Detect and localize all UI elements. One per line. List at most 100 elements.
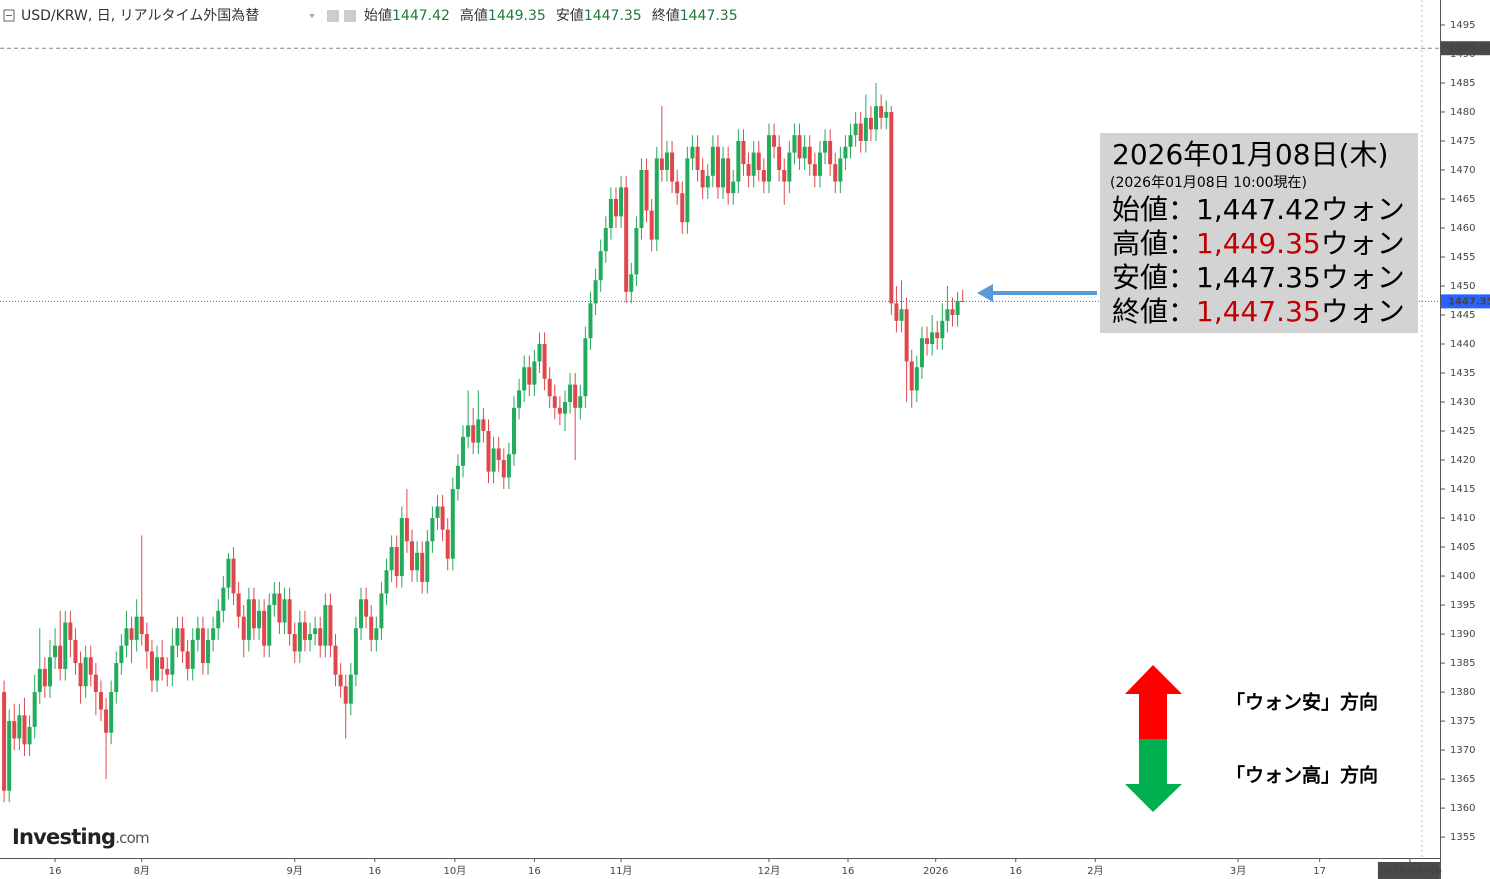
- candle-body: [960, 300, 965, 302]
- ohlc-value: 1447.35: [584, 8, 642, 24]
- info-background: [1100, 133, 1418, 333]
- candle-body: [369, 616, 374, 640]
- arrow-head: [977, 284, 993, 302]
- candle-body: [629, 274, 634, 292]
- info-unit: ウォン: [1321, 261, 1405, 294]
- candle-body: [262, 610, 267, 646]
- candle-body: [348, 674, 353, 704]
- x-tick-label: 11月: [610, 865, 633, 877]
- candle-body: [272, 593, 277, 606]
- candle-body: [63, 622, 68, 669]
- candle-body: [583, 338, 588, 397]
- candle-body: [940, 320, 945, 339]
- candle-body: [506, 454, 511, 478]
- candle-body: [246, 599, 251, 640]
- candle-body: [399, 518, 404, 577]
- candle-body: [639, 169, 644, 228]
- candle-body: [415, 552, 420, 571]
- candle-body: [955, 300, 960, 316]
- candle-body: [736, 140, 741, 182]
- candle-body: [440, 506, 445, 530]
- candle-body: [129, 628, 134, 640]
- candle-body: [517, 390, 522, 408]
- candle-body: [109, 692, 114, 733]
- candle-body: [410, 541, 415, 571]
- ticks: 1355 1360 1365 1370 1375 1380 1385 1390 1395 1400…: [0, 20, 1490, 879]
- candle-body: [241, 616, 246, 640]
- candle-body: [670, 152, 675, 182]
- candle-body: [471, 425, 476, 443]
- candle-body: [863, 117, 868, 141]
- candle-body: [868, 117, 873, 130]
- ohlc-label: 安値: [556, 8, 584, 24]
- candle-body: [721, 158, 726, 188]
- candle-body: [659, 158, 664, 170]
- candle-body: [838, 158, 843, 182]
- close-icon[interactable]: [344, 10, 356, 22]
- y-tick-label: 1460: [1450, 223, 1475, 234]
- x-tick-label: 3月: [1230, 865, 1246, 877]
- candle-body: [812, 164, 817, 176]
- collapse-icon[interactable]: [3, 9, 15, 22]
- current-arrow: [977, 284, 1097, 302]
- candle-body: [114, 663, 119, 693]
- price-tag-label: 1490.99: [1448, 43, 1490, 54]
- candle-body: [741, 140, 746, 165]
- y-tick-label: 1360: [1450, 803, 1475, 814]
- y-tick-label: 1420: [1450, 455, 1475, 466]
- info-label: 安値：: [1112, 261, 1196, 294]
- info-box: 2026年01月08日(木) (2026年01月08日 10:00現在) 始値：…: [1100, 133, 1418, 333]
- candle-body: [359, 599, 364, 629]
- candle-body: [619, 187, 624, 217]
- candle-body: [746, 164, 751, 176]
- candle-body: [710, 146, 715, 176]
- candle-body: [221, 587, 226, 611]
- candle-body: [588, 303, 593, 339]
- price-tag: [1441, 294, 1490, 309]
- candle-body: [491, 448, 496, 472]
- candle-body: [557, 407, 562, 414]
- candle-body: [680, 193, 685, 223]
- settings-icon[interactable]: [327, 10, 339, 22]
- candle-body: [175, 628, 180, 646]
- candle-body: [726, 158, 731, 194]
- candle-body: [282, 599, 287, 623]
- y-tick-label: 1465: [1450, 194, 1475, 205]
- ohlc-value: 1447.35: [680, 8, 738, 24]
- candle-body: [430, 518, 435, 542]
- candle-body: [889, 111, 894, 304]
- candle-body: [874, 106, 879, 130]
- x-tick-label: 16: [528, 866, 541, 877]
- candle-body: [323, 605, 328, 646]
- up-arrow: [1125, 665, 1182, 739]
- info-label: 終値：: [1112, 295, 1196, 328]
- y-tick-label: 1425: [1450, 426, 1475, 437]
- y-tick-label: 1435: [1450, 368, 1475, 379]
- candle-body: [104, 709, 109, 733]
- candle-body: [195, 628, 200, 640]
- candle-body: [613, 198, 618, 217]
- candle-body: [211, 628, 216, 640]
- candle-body: [578, 396, 583, 408]
- info-row: 安値：1,447.35ウォン: [1112, 261, 1405, 294]
- candle-body: [945, 309, 950, 321]
- candle-body: [552, 396, 557, 408]
- candles: [2, 82, 965, 803]
- candle-body: [919, 338, 924, 368]
- candle-body: [772, 135, 777, 147]
- candle-body: [364, 599, 369, 617]
- logo-suffix: .com: [115, 829, 149, 847]
- candle-body: [318, 628, 323, 646]
- x-tick-label: 2月: [1087, 865, 1103, 877]
- direction-up-label: 「ウォン安」方向: [1226, 691, 1378, 714]
- candle-body: [568, 384, 573, 403]
- y-tick-label: 1450: [1450, 281, 1475, 292]
- candle-body: [302, 622, 307, 640]
- candle-body: [22, 715, 27, 745]
- candle-body: [476, 419, 481, 443]
- candle-body: [792, 135, 797, 153]
- dropdown-icon[interactable]: [309, 14, 315, 18]
- candle-body: [547, 378, 552, 397]
- info-value: 1,447.35: [1196, 261, 1321, 294]
- ohlc-label: 高値: [460, 7, 488, 24]
